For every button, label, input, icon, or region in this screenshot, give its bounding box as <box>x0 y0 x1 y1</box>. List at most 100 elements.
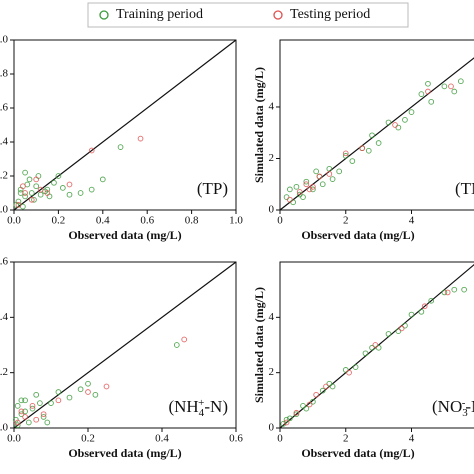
point <box>448 83 454 90</box>
y-tick-label: 2 <box>269 152 275 164</box>
x-tick-label: 0.8 <box>185 215 199 227</box>
point <box>293 409 300 416</box>
point <box>461 286 467 293</box>
point <box>33 416 40 423</box>
x-axis-label: Observed data (mg/L) <box>68 446 181 460</box>
point <box>329 176 336 182</box>
point <box>428 98 435 105</box>
point <box>13 202 20 208</box>
point <box>300 403 306 409</box>
point <box>310 186 316 193</box>
point <box>40 414 47 420</box>
y-tick-label: 0 <box>269 422 275 434</box>
point <box>323 383 329 390</box>
x-tick-label: 2 <box>343 433 349 445</box>
point <box>392 122 398 128</box>
point <box>99 176 106 183</box>
y-tick-label: 0.0 <box>0 422 9 434</box>
point <box>22 397 28 404</box>
point <box>283 194 290 200</box>
point <box>29 403 36 409</box>
point <box>342 150 349 157</box>
x-tick-label: 0.0 <box>7 433 21 445</box>
point <box>59 185 66 191</box>
point <box>402 116 408 123</box>
plot-frame <box>13 261 237 429</box>
y-tick-label: 0.0 <box>0 204 9 216</box>
x-tick-label: 4 <box>409 433 415 445</box>
point <box>31 196 37 203</box>
y-axis-label: Simulated data (mg/L) <box>252 287 266 403</box>
point <box>33 391 40 398</box>
point <box>326 380 333 387</box>
point <box>280 421 287 427</box>
point <box>66 394 73 401</box>
point <box>362 350 369 357</box>
point <box>66 181 73 188</box>
point <box>329 383 336 390</box>
panel-label-part: - <box>462 397 466 409</box>
point <box>425 80 431 87</box>
point <box>117 144 124 150</box>
point <box>352 364 359 370</box>
point <box>326 171 333 177</box>
point <box>408 109 415 115</box>
point <box>296 189 303 195</box>
x-tick-label: 1.0 <box>229 215 243 227</box>
point <box>92 391 99 398</box>
point <box>375 140 382 146</box>
point <box>303 181 310 188</box>
point <box>342 367 349 373</box>
panel-label-part: -N) <box>465 397 474 416</box>
x-tick-label: 4 <box>409 215 415 227</box>
one-to-one-line <box>13 39 237 211</box>
point <box>14 419 21 426</box>
panel-label: (NO3--N) <box>432 397 474 419</box>
point <box>359 145 366 152</box>
point <box>425 88 431 95</box>
point <box>37 400 43 406</box>
point <box>18 411 25 418</box>
point <box>385 331 392 337</box>
legend-label: Testing period <box>290 7 370 22</box>
point <box>303 178 310 185</box>
point <box>310 398 316 405</box>
point <box>375 344 382 351</box>
x-axis-label: Observed data (mg/L) <box>68 228 181 242</box>
y-tick-label: 4 <box>269 311 275 323</box>
point <box>15 202 22 208</box>
point <box>290 199 297 206</box>
point <box>22 414 28 420</box>
point <box>349 158 356 164</box>
point <box>25 419 32 426</box>
point <box>319 181 326 188</box>
panel-label-part: (TP) <box>197 179 228 198</box>
point <box>40 411 47 418</box>
point <box>28 196 35 203</box>
point <box>402 322 408 329</box>
point <box>103 383 110 390</box>
point <box>418 308 425 315</box>
point <box>451 286 458 293</box>
point <box>287 196 293 203</box>
panel-label: (TP) <box>197 179 228 198</box>
point <box>287 186 293 193</box>
panel-label: (NH4+-N) <box>168 397 228 419</box>
point <box>313 168 320 175</box>
point <box>316 173 323 180</box>
point <box>418 91 425 97</box>
x-tick-label: 0.2 <box>81 433 95 445</box>
point <box>18 397 25 404</box>
y-tick-label: 1.0 <box>0 34 9 46</box>
x-axis-label: Observed data (mg/L) <box>301 228 414 242</box>
point <box>319 387 326 394</box>
y-tick-label: 0.2 <box>0 366 8 378</box>
legend-marker <box>273 10 283 20</box>
x-tick-label: 0.6 <box>229 433 243 445</box>
y-tick-label: 2 <box>269 366 275 378</box>
plot-frame <box>279 39 474 211</box>
point <box>365 147 372 154</box>
point <box>326 165 333 172</box>
point <box>33 176 40 183</box>
